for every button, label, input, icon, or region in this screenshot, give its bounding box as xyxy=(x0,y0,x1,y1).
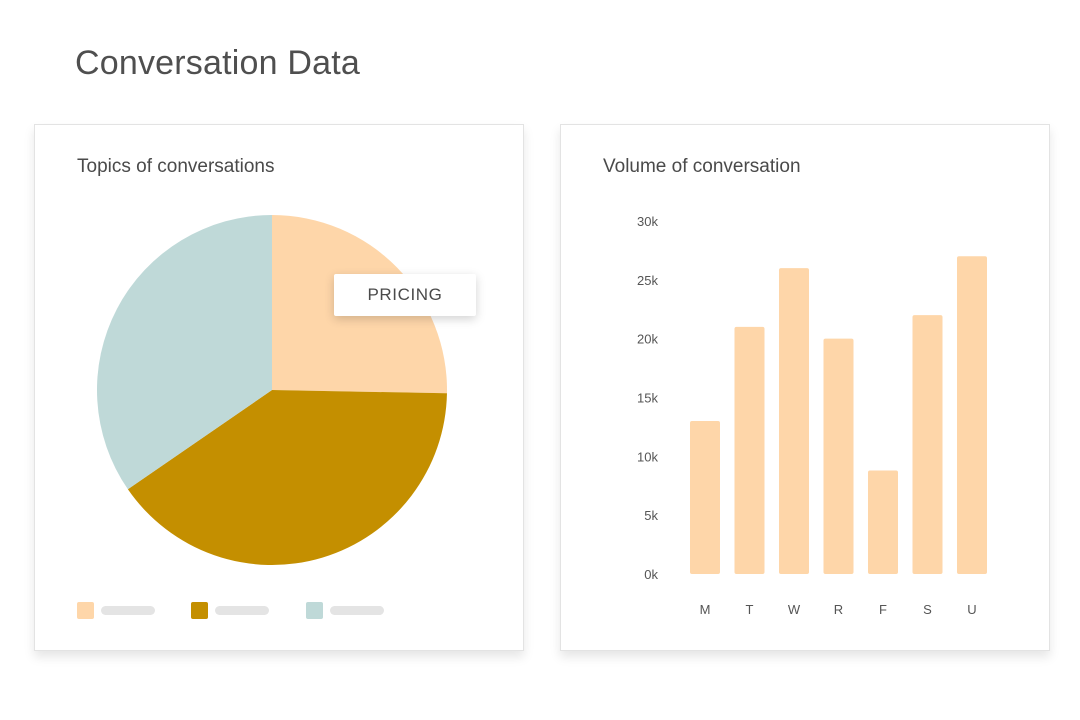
bar-u[interactable] xyxy=(957,256,987,574)
y-tick-label: 30k xyxy=(637,214,658,229)
page-title: Conversation Data xyxy=(75,44,360,82)
y-tick-label: 5k xyxy=(644,508,658,523)
bar-m[interactable] xyxy=(690,421,720,574)
y-tick-label: 20k xyxy=(637,332,658,347)
y-tick-label: 10k xyxy=(637,449,658,464)
volume-card: Volume of conversation 0k 5k 10k 15k 20k 25k 3… xyxy=(560,124,1050,651)
volume-bar-chart: 0k 5k 10k 15k 20k 25k 30k M T W R F S U xyxy=(637,214,987,617)
legend-label-placeholder xyxy=(101,606,155,615)
y-tick-label: 0k xyxy=(644,567,658,582)
legend-swatch-pricing xyxy=(77,602,94,619)
topics-card: Topics of conversations PRICING xyxy=(34,124,524,651)
bar-s[interactable] xyxy=(912,315,943,574)
volume-card-title: Volume of conversation xyxy=(603,156,801,177)
legend-label-placeholder xyxy=(330,606,384,615)
bar-t[interactable] xyxy=(734,326,765,574)
x-tick-label: W xyxy=(788,602,801,617)
bar-f[interactable] xyxy=(868,470,898,574)
pie-slice-second[interactable] xyxy=(127,390,447,565)
topics-pie-chart xyxy=(97,215,447,565)
y-tick-label: 15k xyxy=(637,391,658,406)
bar-w[interactable] xyxy=(779,268,809,574)
x-tick-label: T xyxy=(746,602,754,617)
legend-swatch-second xyxy=(191,602,208,619)
x-tick-label: F xyxy=(879,602,887,617)
x-tick-label: U xyxy=(967,602,976,617)
bar-r[interactable] xyxy=(823,338,854,574)
pie-tooltip: PRICING xyxy=(334,274,476,316)
y-tick-label: 25k xyxy=(637,273,658,288)
x-tick-label: S xyxy=(923,602,932,617)
legend-swatch-third xyxy=(306,602,323,619)
topics-card-title: Topics of conversations xyxy=(77,156,275,177)
pie-slice-third[interactable] xyxy=(97,215,272,490)
x-tick-label: M xyxy=(700,602,711,617)
x-tick-label: R xyxy=(834,602,843,617)
legend-label-placeholder xyxy=(215,606,269,615)
